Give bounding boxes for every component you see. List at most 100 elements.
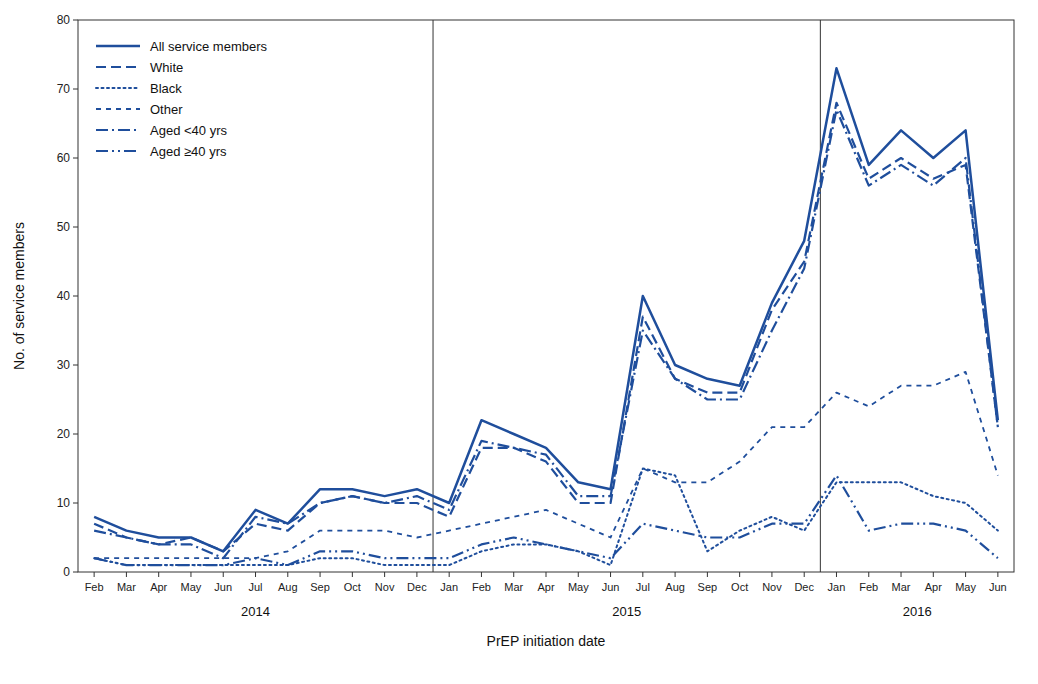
legend: All service members White Black Other Aged <… <box>96 39 268 159</box>
x-tick-label: Feb <box>472 581 491 593</box>
y-tick-label: 10 <box>57 496 71 510</box>
x-tick <box>868 572 869 577</box>
x-tick-label: Nov <box>375 581 395 593</box>
y-tick-label: 50 <box>57 220 71 234</box>
legend-label: All service members <box>150 39 268 54</box>
x-tick-label: Apr <box>150 581 167 593</box>
x-tick <box>513 572 514 577</box>
year-label: 2015 <box>612 604 641 619</box>
x-tick-label: Jan <box>828 581 846 593</box>
series-line <box>94 475 998 565</box>
x-tick <box>997 572 998 577</box>
legend-label: Black <box>150 81 182 96</box>
y-tick-label: 0 <box>63 565 70 579</box>
x-tick-label: Jan <box>440 581 458 593</box>
y-tick-label: 40 <box>57 289 71 303</box>
x-tick-label: Apr <box>537 581 554 593</box>
series-line <box>94 110 998 559</box>
legend-label: Other <box>150 102 183 117</box>
x-tick <box>836 572 837 577</box>
x-tick <box>771 572 772 577</box>
x-tick-label: May <box>955 581 976 593</box>
x-tick-label: Jun <box>989 581 1007 593</box>
x-tick <box>126 572 127 577</box>
x-tick-label: May <box>568 581 589 593</box>
year-separator <box>820 20 821 572</box>
x-axis-label: PrEP initiation date <box>487 633 606 649</box>
y-tick <box>73 89 78 90</box>
x-tick <box>739 572 740 577</box>
legend-label: Aged <40 yrs <box>150 123 227 138</box>
legend-label: White <box>150 60 183 75</box>
x-tick-label: Mar <box>892 581 911 593</box>
legend-swatch <box>96 129 140 131</box>
y-tick <box>73 503 78 504</box>
x-tick <box>933 572 934 577</box>
x-tick-label: Oct <box>731 581 748 593</box>
x-tick <box>965 572 966 577</box>
year-separator <box>433 20 434 572</box>
y-tick <box>73 296 78 297</box>
lines <box>94 68 998 565</box>
x-tick <box>94 572 95 577</box>
x-tick <box>578 572 579 577</box>
x-tick <box>610 572 611 577</box>
x-tick <box>255 572 256 577</box>
x-tick-label: Aug <box>278 581 298 593</box>
y-axis-label: No. of service members <box>11 222 27 370</box>
x-tick-label: Jul <box>636 581 650 593</box>
y-tick-label: 70 <box>57 82 71 96</box>
x-tick-label: Oct <box>344 581 361 593</box>
legend-swatch <box>96 66 140 68</box>
year-label: 2014 <box>241 604 270 619</box>
x-tick-label: Dec <box>794 581 814 593</box>
y-tick <box>73 20 78 21</box>
x-tick <box>901 572 902 577</box>
y-tick-label: 30 <box>57 358 71 372</box>
legend-swatch <box>96 45 140 48</box>
y-tick <box>73 572 78 573</box>
series-line <box>94 103 998 552</box>
x-tick <box>481 572 482 577</box>
x-tick-label: Jul <box>248 581 262 593</box>
series-line <box>94 68 998 551</box>
y-tick <box>73 365 78 366</box>
x-tick-label: Dec <box>407 581 427 593</box>
x-tick <box>707 572 708 577</box>
x-tick-label: Mar <box>504 581 523 593</box>
year-label: 2016 <box>903 604 932 619</box>
x-tick <box>804 572 805 577</box>
y-tick <box>73 227 78 228</box>
series-line <box>94 372 998 558</box>
x-tick-label: Jun <box>214 581 232 593</box>
x-tick <box>384 572 385 577</box>
y-tick <box>73 158 78 159</box>
x-tick-label: May <box>181 581 202 593</box>
x-tick-label: Mar <box>117 581 136 593</box>
y-tick-label: 20 <box>57 427 71 441</box>
y-tick <box>73 434 78 435</box>
legend-label: Aged ≥40 yrs <box>150 144 227 159</box>
x-tick <box>546 572 547 577</box>
x-tick <box>642 572 643 577</box>
y-tick-label: 80 <box>57 13 71 27</box>
x-tick <box>287 572 288 577</box>
x-tick-label: Nov <box>762 581 782 593</box>
legend-swatch <box>96 150 140 152</box>
chart: 0 10 20 30 40 50 60 70 80 Feb Mar Apr May Jun Jul Aug Se… <box>0 0 1038 684</box>
x-tick <box>416 572 417 577</box>
x-tick <box>190 572 191 577</box>
plot-frame <box>78 20 1014 572</box>
legend-swatch <box>96 108 140 110</box>
x-tick <box>223 572 224 577</box>
x-tick <box>675 572 676 577</box>
x-tick-label: Feb <box>859 581 878 593</box>
x-tick-label: Jun <box>602 581 620 593</box>
legend-swatch <box>96 87 140 89</box>
y-tick-label: 60 <box>57 151 71 165</box>
x-tick <box>352 572 353 577</box>
x-tick-label: Apr <box>925 581 942 593</box>
x-tick-label: Sep <box>698 581 718 593</box>
x-tick <box>320 572 321 577</box>
x-tick-label: Sep <box>310 581 330 593</box>
